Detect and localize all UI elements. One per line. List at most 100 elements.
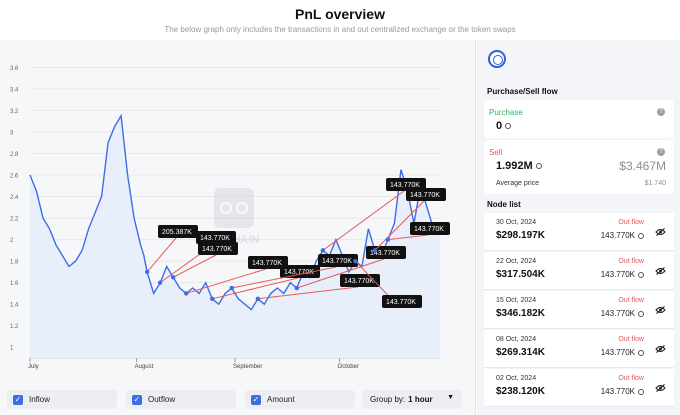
y-tick-label: 3.6	[10, 66, 19, 72]
sell-card	[484, 140, 674, 194]
x-tick-label: August	[135, 364, 154, 370]
watermark-logo-ring	[236, 202, 248, 214]
node-usd-value: $238.120K	[496, 386, 545, 397]
callout-box	[382, 295, 422, 308]
eye-off-icon[interactable]	[655, 228, 666, 236]
watermark-logo-ring	[220, 202, 232, 214]
node-list-item[interactable]: 08 Oct, 2024 $269.314K Out flow 143.770K	[484, 330, 674, 368]
node-usd-value: $317.504K	[496, 269, 545, 280]
callout-point	[170, 275, 176, 280]
callout-label: 143.770K	[202, 246, 232, 253]
inflow-filter[interactable]: ✓ Inflow	[7, 390, 117, 409]
node-flow-type: Out flow	[618, 297, 644, 304]
y-tick-label: 1.6	[10, 281, 19, 287]
node-list-item[interactable]: 15 Oct, 2024 $346.182K Out flow 143.770K	[484, 291, 674, 329]
callout-connector	[374, 200, 425, 251]
token-small-icon	[638, 271, 644, 278]
node-list-item[interactable]: 02 Oct, 2024 $238.120K Out flow 143.770K	[484, 369, 674, 407]
callout-connector	[172, 254, 217, 278]
eye-off-icon[interactable]	[655, 384, 666, 392]
callout-point	[255, 296, 260, 301]
purchase-label: Purchase	[489, 108, 523, 117]
node-amount: 143.770K	[601, 270, 644, 279]
callout-label: 143.770K	[322, 258, 352, 265]
callout-label: 143.770K	[200, 235, 230, 242]
callout-box	[248, 256, 288, 269]
flow-title: Purchase/Sell flow	[487, 87, 558, 96]
node-list-item[interactable]: 30 Oct, 2024 $298.197K Out flow 143.770K	[484, 213, 674, 251]
y-tick-label: 3.2	[10, 109, 19, 115]
node-amount: 143.770K	[601, 309, 644, 318]
callout-label: 143.770K	[344, 278, 374, 285]
amount-label: Amount	[267, 395, 295, 404]
eye-off-icon[interactable]	[655, 306, 666, 314]
watermark-logo	[214, 188, 254, 228]
callout-connector	[231, 266, 337, 289]
pnl-chart[interactable]: 1 1.2 1.4 1.6 1.8 2 2.2 2.4 2.6 2.8 3 3.2 3.4 3.6 July…	[0, 40, 476, 385]
node-usd-value: $269.314K	[496, 347, 545, 358]
amount-filter[interactable]: ✓ Amount	[245, 390, 355, 409]
callout-box	[280, 265, 320, 278]
callout-box	[318, 254, 358, 267]
callout-point	[372, 248, 378, 253]
callout-label: 143.770K	[414, 226, 444, 233]
inflow-label: Inflow	[29, 395, 50, 404]
callout-point	[210, 296, 215, 301]
callout-box	[386, 178, 426, 191]
group-by-value: 1 hour	[408, 395, 433, 404]
page-title: PnL overview	[294, 6, 385, 22]
node-flow-type: Out flow	[618, 375, 644, 382]
token-small-icon	[638, 349, 644, 356]
node-date: 22 Oct, 2024	[496, 258, 537, 265]
chart-filters: ✓ Inflow ✓ Outflow ✓ Amount Group by: 1 …	[0, 385, 476, 415]
y-tick-label: 1.4	[10, 303, 19, 309]
pnl-chart-svg[interactable]: 1 1.2 1.4 1.6 1.8 2 2.2 2.4 2.6 2.8 3 3.2 3.4 3.6 July…	[0, 40, 476, 385]
token-small-icon	[638, 388, 644, 395]
eye-off-icon[interactable]	[655, 345, 666, 353]
y-tick-label: 3.4	[10, 87, 19, 93]
callout-label: 205.387K	[162, 229, 192, 236]
amount-checkbox[interactable]: ✓	[251, 394, 261, 405]
node-flow-type: Out flow	[618, 258, 644, 265]
y-tick-label: 2.8	[10, 152, 19, 158]
callout-box	[340, 274, 380, 287]
purchase-card	[484, 100, 674, 138]
callout-label: 143.770K	[370, 250, 400, 257]
inflow-checkbox[interactable]: ✓	[13, 394, 23, 405]
callout-connector	[296, 258, 385, 289]
page-header: PnL overview The below graph only includ…	[0, 0, 680, 40]
price-area	[30, 115, 440, 358]
y-tick-label: 2.6	[10, 174, 19, 180]
node-date: 08 Oct, 2024	[496, 336, 537, 343]
callout-label: 143.770K	[410, 192, 440, 199]
node-date: 30 Oct, 2024	[496, 219, 537, 226]
caret-down-icon: ▼	[447, 394, 454, 401]
callout-connector	[387, 234, 429, 241]
token-small-icon	[535, 163, 542, 170]
outflow-label: Outflow	[148, 395, 176, 404]
sell-label: Sell	[489, 148, 503, 157]
help-icon[interactable]: ?	[657, 148, 665, 156]
callout-point	[183, 291, 189, 296]
page-subtitle: The below graph only includes the transa…	[164, 25, 516, 34]
callout-connector	[186, 268, 267, 294]
callout-label: 143.770K	[252, 260, 282, 267]
eye-off-icon[interactable]	[655, 267, 666, 275]
callout-point	[144, 269, 150, 275]
help-icon[interactable]: ?	[657, 108, 665, 116]
outflow-checkbox[interactable]: ✓	[132, 394, 142, 405]
x-tick-label: July	[28, 364, 39, 370]
y-tick-label: 1.2	[10, 324, 19, 330]
node-list-item[interactable]: 22 Oct, 2024 $317.504K Out flow 143.770K	[484, 252, 674, 290]
node-flow-type: Out flow	[618, 219, 644, 226]
x-tick-label: October	[338, 364, 359, 370]
x-tick-label: September	[233, 364, 262, 370]
callout-connector	[257, 286, 359, 300]
sell-usd-value: $3.467M	[619, 159, 666, 173]
callout-connector	[322, 190, 405, 251]
average-price-value: $1.740	[644, 180, 666, 187]
outflow-filter[interactable]: ✓ Outflow	[126, 390, 236, 409]
group-by-select[interactable]: Group by: 1 hour ▼	[362, 390, 462, 409]
average-price-label: Average price	[496, 180, 540, 187]
callout-connector	[146, 237, 177, 273]
